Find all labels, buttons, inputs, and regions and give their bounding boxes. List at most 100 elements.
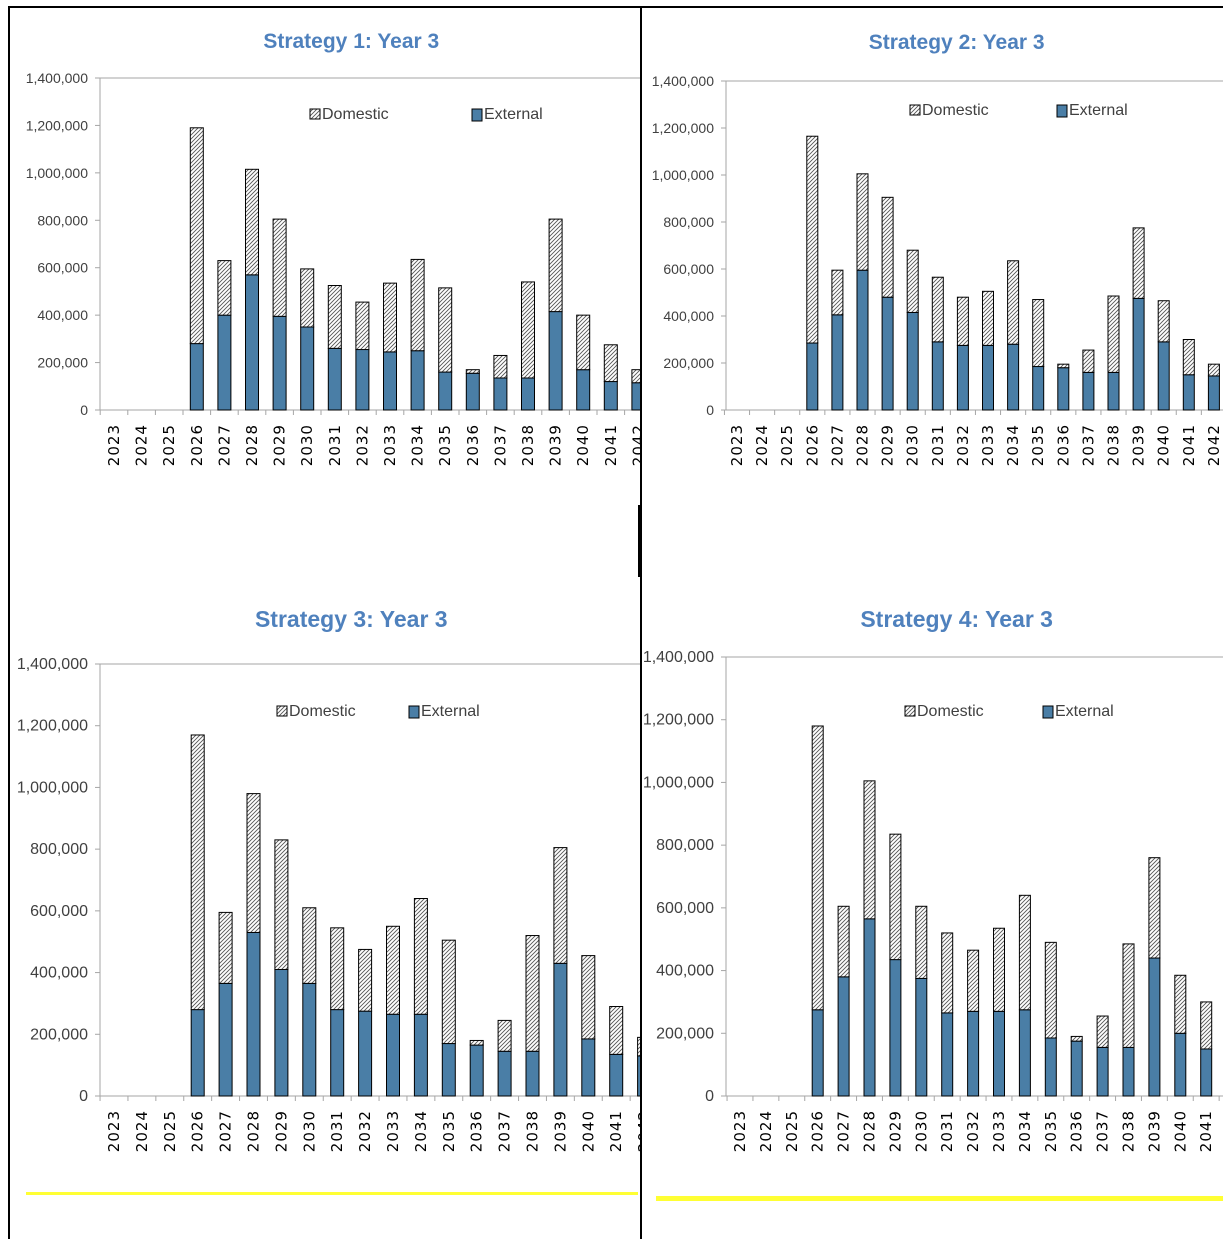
- chart-title: Strategy 2: Year 3: [869, 31, 1045, 54]
- bar-external: [245, 274, 259, 411]
- x-tick-label: 2042: [635, 1110, 642, 1152]
- bar-external: [637, 1055, 642, 1097]
- bar-domestic: [548, 218, 563, 313]
- y-tick-label: 0: [79, 1088, 88, 1105]
- bar-external: [1057, 367, 1070, 411]
- y-tick-label: 1,200,000: [26, 117, 88, 133]
- x-tick-label: 2040: [1155, 424, 1173, 466]
- bar-domestic: [386, 925, 400, 1015]
- bar-domestic: [358, 948, 373, 1012]
- x-tick-label: 2027: [215, 424, 233, 466]
- x-tick-label: 2027: [835, 1110, 853, 1152]
- x-tick-label: 2036: [1054, 424, 1072, 466]
- x-tick-label: 2032: [353, 424, 371, 466]
- x-tick-label: 2023: [728, 424, 746, 466]
- bar-external: [1007, 343, 1020, 411]
- bar-domestic: [469, 1039, 484, 1046]
- bar-external: [931, 341, 944, 411]
- bar-domestic: [1157, 300, 1170, 343]
- bar-domestic: [856, 173, 869, 271]
- bar-external: [982, 344, 994, 411]
- bar-external: [327, 347, 342, 411]
- bar-domestic: [576, 314, 591, 371]
- bar-domestic: [383, 282, 397, 353]
- y-tick-label: 800,000: [663, 214, 714, 230]
- y-tick-label: 200,000: [30, 1026, 88, 1043]
- x-tick-label: 2027: [217, 1110, 235, 1152]
- bar-domestic: [956, 296, 969, 346]
- bar-domestic: [1207, 363, 1220, 377]
- y-tick-label: 1,200,000: [17, 718, 88, 735]
- x-tick-label: 2029: [879, 424, 897, 466]
- x-tick-label: 2025: [778, 424, 796, 466]
- bar-external: [386, 1013, 400, 1097]
- x-tick-label: 2036: [464, 424, 482, 466]
- y-tick-label: 1,200,000: [644, 712, 714, 729]
- y-tick-label: 1,000,000: [644, 774, 714, 791]
- y-tick-label: 800,000: [30, 841, 88, 858]
- x-tick-label: 2027: [828, 424, 846, 466]
- x-tick-label: 2024: [753, 424, 771, 466]
- bar-external: [1122, 1046, 1135, 1097]
- bar-domestic: [831, 269, 844, 316]
- x-tick-label: 2032: [356, 1110, 374, 1152]
- bar-external: [1044, 1037, 1057, 1097]
- x-tick-label: 2033: [990, 1110, 1008, 1152]
- legend-label-domestic: Domestic: [917, 703, 984, 720]
- x-tick-label: 2039: [1145, 1110, 1163, 1152]
- x-tick-label: 2041: [1180, 424, 1198, 466]
- bar-domestic: [525, 935, 540, 1052]
- x-tick-label: 2024: [133, 1110, 151, 1152]
- bar-external: [1082, 371, 1095, 411]
- x-tick-label: 2024: [757, 1110, 775, 1152]
- chart-title: Strategy 1: Year 3: [263, 30, 439, 53]
- bar-domestic: [300, 268, 315, 328]
- bar-external: [603, 381, 618, 411]
- y-tick-label: 600,000: [30, 903, 88, 920]
- chart-panel-strategy-1: Strategy 1: Year 3 0 200,000 400,000 600,000…: [10, 8, 642, 575]
- bar-domestic: [931, 276, 944, 343]
- y-tick-label: 1,400,000: [652, 73, 714, 89]
- bar-external: [469, 1044, 484, 1097]
- bar-domestic: [581, 955, 596, 1040]
- x-tick-label: 2032: [954, 424, 972, 466]
- bar-domestic: [1057, 363, 1070, 369]
- legend-swatch-external: [408, 705, 420, 719]
- bar-external: [993, 1010, 1005, 1097]
- y-tick-label: 400,000: [30, 965, 88, 982]
- bar-domestic: [609, 1006, 624, 1055]
- x-tick-label: 2023: [731, 1110, 749, 1152]
- x-tick-label: 2033: [381, 424, 399, 466]
- bar-domestic: [553, 847, 568, 964]
- bar-external: [548, 311, 563, 411]
- x-tick-label: 2037: [496, 1110, 514, 1152]
- legend-label-external: External: [421, 703, 480, 720]
- bar-domestic: [410, 258, 425, 352]
- bar-external: [881, 296, 894, 411]
- y-tick-label: 1,000,000: [652, 167, 714, 183]
- bar-external: [1174, 1032, 1187, 1097]
- x-tick-label: 2041: [602, 424, 620, 466]
- x-tick-label: 2039: [551, 1110, 569, 1152]
- legend-swatch-domestic: [276, 705, 288, 717]
- bar-domestic: [889, 833, 902, 961]
- bar-external: [1207, 375, 1220, 411]
- bar-external: [217, 314, 232, 411]
- x-tick-label: 2039: [547, 424, 565, 466]
- frame-top-line: [8, 6, 1223, 8]
- bar-domestic: [465, 369, 480, 374]
- x-tick-label: 2030: [904, 424, 922, 466]
- bar-domestic: [246, 793, 261, 933]
- bar-domestic: [603, 344, 618, 383]
- x-tick-label: 2026: [188, 424, 206, 466]
- chart-title: Strategy 4: Year 3: [860, 606, 1053, 632]
- legend-label-domestic: Domestic: [289, 703, 356, 720]
- bar-external: [300, 326, 315, 411]
- bar-external: [1107, 371, 1120, 411]
- bar-domestic: [1174, 974, 1187, 1034]
- x-tick-label: 2040: [1171, 1110, 1189, 1152]
- y-tick-label: 200,000: [37, 355, 88, 371]
- y-tick-label: 400,000: [663, 308, 714, 324]
- x-tick-label: 2042: [629, 424, 642, 466]
- x-tick-label: 2023: [105, 1110, 123, 1152]
